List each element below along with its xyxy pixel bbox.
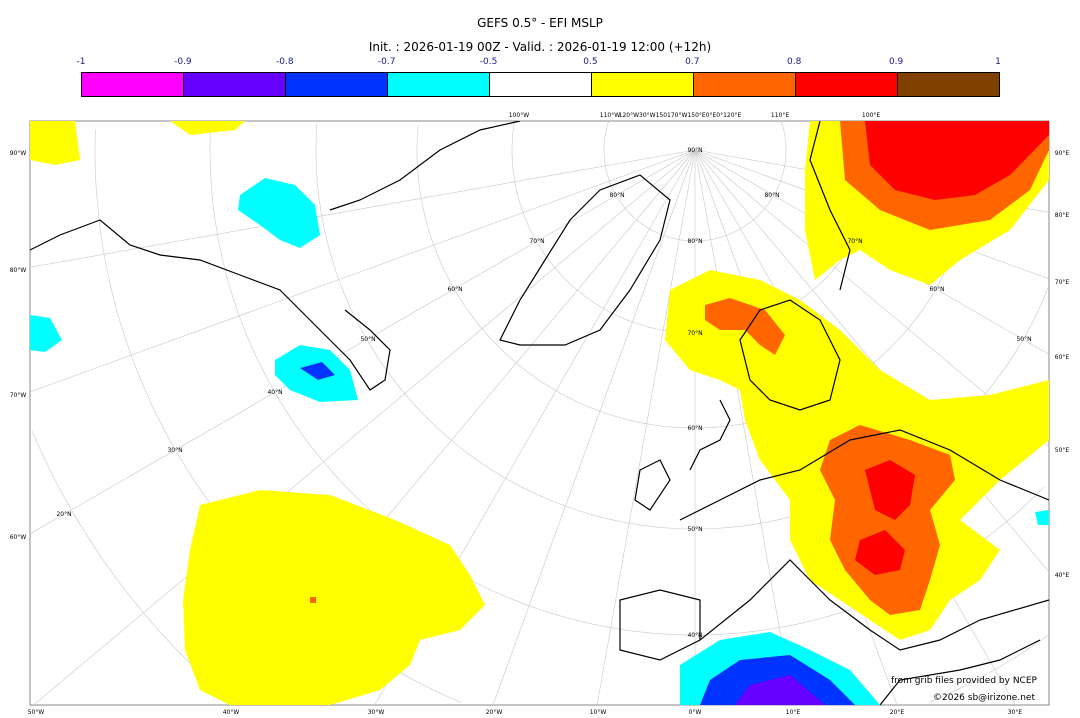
colorbar-label: -0.9 — [174, 57, 192, 67]
colorbar-swatch — [898, 73, 999, 96]
meridian — [30, 149, 696, 393]
colorbar-label: -0.5 — [479, 57, 498, 67]
axis-label: 70°N — [529, 238, 544, 245]
latitude-labels: 90°N 80°N 70°N 60°N 50°N 40°N 50°N 40°N 30°N 20°N… — [56, 147, 1031, 639]
colorbar-swatch — [592, 73, 694, 96]
colorbar-label: -1 — [76, 57, 86, 67]
axis-label: 10°W — [590, 709, 607, 716]
copyright: ©2026 sb@irizone.net — [933, 693, 1035, 703]
meridian — [694, 149, 1049, 573]
efi-field — [30, 121, 1049, 705]
axis-label: 80°N — [609, 192, 624, 199]
colorbar — [81, 72, 1000, 97]
axis-label: 80°N — [764, 192, 779, 199]
colorbar-label: -0.7 — [377, 57, 396, 67]
axis-label: 50°W — [28, 709, 45, 716]
axis-label: 30°N — [167, 447, 182, 454]
axis-label: 10°E — [786, 709, 801, 716]
axis-label: 40°W — [223, 709, 240, 716]
axis-label: 70°W — [10, 392, 27, 399]
axis-label: 100°E — [862, 112, 880, 119]
colorbar-swatch — [286, 73, 388, 96]
axis-label: 80°E — [1055, 212, 1070, 219]
axis-label: 70°E — [1055, 279, 1070, 286]
axis-label: 110°W — [600, 112, 620, 119]
map-title: GEFS 0.5° - EFI MSLP — [477, 16, 603, 30]
parallel — [929, 635, 1048, 703]
colorbar-swatch — [490, 73, 592, 96]
meridian — [30, 149, 696, 268]
axis-label: 80°N — [687, 238, 702, 245]
map-subtitle: Init. : 2026-01-19 00Z - Valid. : 2026-0… — [368, 40, 712, 54]
meridian — [492, 149, 696, 705]
axis-label: 100°W — [509, 112, 529, 119]
parallel — [416, 125, 974, 429]
colorbar-swatch — [388, 73, 490, 96]
axis-label: 50°N — [360, 336, 375, 343]
meridian — [596, 149, 696, 705]
colorbar-label: 0.5 — [583, 57, 598, 67]
axis-label: 20°E — [890, 709, 905, 716]
axis-label: 110°E — [771, 112, 789, 119]
colorbar-label: 0.8 — [787, 57, 802, 67]
coastlines — [30, 121, 1049, 705]
axis-label: 90°E — [1055, 150, 1070, 157]
axis-label: 20°N — [56, 511, 71, 518]
meridian — [694, 149, 794, 705]
axis-label: 60°N — [447, 286, 462, 293]
axis-label: 90°N — [687, 147, 702, 154]
axis-label: 60°N — [687, 425, 702, 432]
axis-label: 70°N — [847, 238, 862, 245]
colorbar-label: 1 — [995, 57, 1001, 67]
source-credit: from grib files provided by NCEP — [891, 676, 1037, 686]
axis-label: 0°W — [689, 709, 702, 716]
colorbar-swatch — [82, 73, 184, 96]
axis-label: 120°W30°W150170°W150°E0°E0°120°E — [619, 112, 742, 119]
axis-label: 50°N — [1016, 336, 1031, 343]
parallel — [603, 121, 787, 242]
meridian — [30, 149, 696, 535]
meridian — [33, 149, 696, 705]
axis-label: 30°E — [1008, 709, 1023, 716]
axis-label: 60°N — [929, 286, 944, 293]
axis-label: 40°N — [267, 389, 282, 396]
axis-labels: 50°W 40°W 30°W 20°W 10°W 0°W 10°E 20°E 30°E 90°W 8… — [10, 112, 1070, 716]
axis-label: 20°W — [486, 709, 503, 716]
axis-label: 50°N — [687, 526, 702, 533]
colorbar-swatch — [694, 73, 796, 96]
colorbar-swatch — [184, 73, 286, 96]
axis-label: 70°N — [687, 330, 702, 337]
axis-label: 50°E — [1055, 447, 1070, 454]
colorbar-label: -0.8 — [275, 57, 294, 67]
axis-label: 80°W — [10, 267, 27, 274]
axis-label: 40°E — [1055, 572, 1070, 579]
colorbar-label: 0.9 — [888, 57, 904, 67]
axis-label: 60°W — [10, 534, 27, 541]
axis-label: 90°W — [10, 150, 27, 157]
parallel — [781, 121, 787, 150]
colorbar-label: 0.7 — [685, 57, 700, 67]
axis-label: 60°E — [1055, 354, 1070, 361]
colorbar-swatch — [796, 73, 898, 96]
axis-label: 30°W — [368, 709, 385, 716]
axis-label: 40°N — [687, 632, 702, 639]
